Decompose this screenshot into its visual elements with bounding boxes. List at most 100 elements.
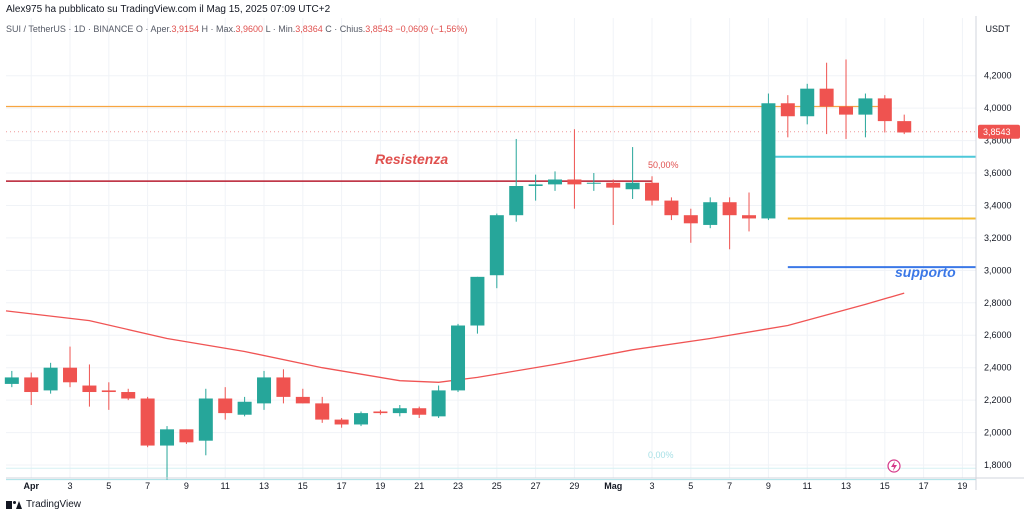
candle[interactable] <box>354 411 369 427</box>
candle-body[interactable] <box>121 392 136 399</box>
candle-body[interactable] <box>412 408 427 415</box>
candle-body[interactable] <box>586 182 601 184</box>
candle[interactable] <box>897 114 912 135</box>
candle-body[interactable] <box>664 200 679 216</box>
candle-body[interactable] <box>819 88 834 107</box>
candle[interactable] <box>4 370 19 388</box>
candle[interactable] <box>489 213 504 289</box>
candle-body[interactable] <box>548 179 563 185</box>
candles[interactable] <box>4 59 912 480</box>
candle-body[interactable] <box>4 377 19 384</box>
candle-body[interactable] <box>489 215 504 276</box>
candle-body[interactable] <box>509 186 524 216</box>
candle[interactable] <box>742 192 757 232</box>
candle-body[interactable] <box>140 398 155 446</box>
candle[interactable] <box>567 129 582 209</box>
candle[interactable] <box>703 197 718 229</box>
candle[interactable] <box>237 396 252 417</box>
candle[interactable] <box>877 95 892 133</box>
candle[interactable] <box>858 93 873 138</box>
candle[interactable] <box>606 179 621 225</box>
candle[interactable] <box>276 369 291 404</box>
time-axis[interactable]: Apr 3 5 7 9 11 13 15 17 19 21 23 25 27 29 Mag 3 5 7 9 11 13 15… <box>6 477 1024 491</box>
candle-body[interactable] <box>63 367 78 383</box>
candle[interactable] <box>586 173 601 191</box>
candle[interactable] <box>140 396 155 448</box>
candle-body[interactable] <box>218 398 233 414</box>
candle-body[interactable] <box>315 403 330 420</box>
candle[interactable] <box>43 362 58 394</box>
candle[interactable] <box>451 323 466 393</box>
candle[interactable] <box>780 95 795 138</box>
candle-body[interactable] <box>451 325 466 391</box>
candle[interactable] <box>664 197 679 221</box>
candle[interactable] <box>722 197 737 250</box>
candle[interactable] <box>101 382 116 410</box>
candle[interactable] <box>819 62 834 135</box>
candle[interactable] <box>198 388 213 456</box>
candle[interactable] <box>82 364 97 407</box>
candle-body[interactable] <box>101 390 116 393</box>
candle-body[interactable] <box>606 182 621 188</box>
price-tick-label: 3,2000 <box>984 233 1012 243</box>
candle[interactable] <box>625 147 640 199</box>
candle[interactable] <box>334 417 349 428</box>
candle[interactable] <box>548 171 563 191</box>
candle-body[interactable] <box>761 103 776 219</box>
candle-body[interactable] <box>179 429 194 443</box>
candle-body[interactable] <box>877 98 892 122</box>
candle[interactable] <box>509 138 524 222</box>
candle-body[interactable] <box>43 367 58 391</box>
candle-body[interactable] <box>295 396 310 404</box>
candle[interactable] <box>839 59 854 139</box>
candle-body[interactable] <box>683 215 698 224</box>
candle[interactable] <box>412 406 427 418</box>
candle-body[interactable] <box>858 98 873 115</box>
candle[interactable] <box>257 370 272 410</box>
candle-body[interactable] <box>334 419 349 425</box>
price-axis[interactable]: 1,8000 2,0000 2,2000 2,4000 2,6000 2,8000 3,00… <box>975 16 1020 490</box>
candle[interactable] <box>683 208 698 243</box>
candle[interactable] <box>373 409 388 415</box>
candle-body[interactable] <box>645 182 660 201</box>
candle-body[interactable] <box>373 411 388 414</box>
candle-body[interactable] <box>198 398 213 441</box>
candle[interactable] <box>431 385 446 418</box>
candle-body[interactable] <box>703 202 718 225</box>
candle-body[interactable] <box>722 202 737 216</box>
candle-body[interactable] <box>567 179 582 185</box>
candle[interactable] <box>63 346 78 388</box>
candle[interactable] <box>24 372 39 405</box>
candle-body[interactable] <box>276 377 291 397</box>
candle-body[interactable] <box>470 276 485 326</box>
candle-body[interactable] <box>897 121 912 133</box>
candle-body[interactable] <box>160 429 175 446</box>
candle-body[interactable] <box>839 106 854 115</box>
candle[interactable] <box>218 387 233 420</box>
candle[interactable] <box>761 93 776 221</box>
candle[interactable] <box>800 83 815 125</box>
lightning-icon[interactable] <box>887 459 901 473</box>
candle-body[interactable] <box>780 103 795 117</box>
candle-body[interactable] <box>24 377 39 393</box>
candle[interactable] <box>121 388 136 401</box>
candle-body[interactable] <box>237 401 252 415</box>
candle[interactable] <box>645 176 660 206</box>
candle[interactable] <box>295 388 310 404</box>
candle[interactable] <box>528 174 543 201</box>
candle[interactable] <box>179 429 194 444</box>
candle[interactable] <box>470 276 485 334</box>
candle-body[interactable] <box>528 184 543 186</box>
candle-body[interactable] <box>82 385 97 393</box>
candle-body[interactable] <box>431 390 446 417</box>
candle[interactable] <box>315 396 330 423</box>
candle-body[interactable] <box>354 413 369 425</box>
candle[interactable] <box>160 426 175 480</box>
candle-body[interactable] <box>800 88 815 117</box>
candle-body[interactable] <box>257 377 272 404</box>
candle-body[interactable] <box>392 408 407 414</box>
candle-body[interactable] <box>625 182 640 190</box>
candle[interactable] <box>392 405 407 417</box>
candle-body[interactable] <box>742 215 757 219</box>
